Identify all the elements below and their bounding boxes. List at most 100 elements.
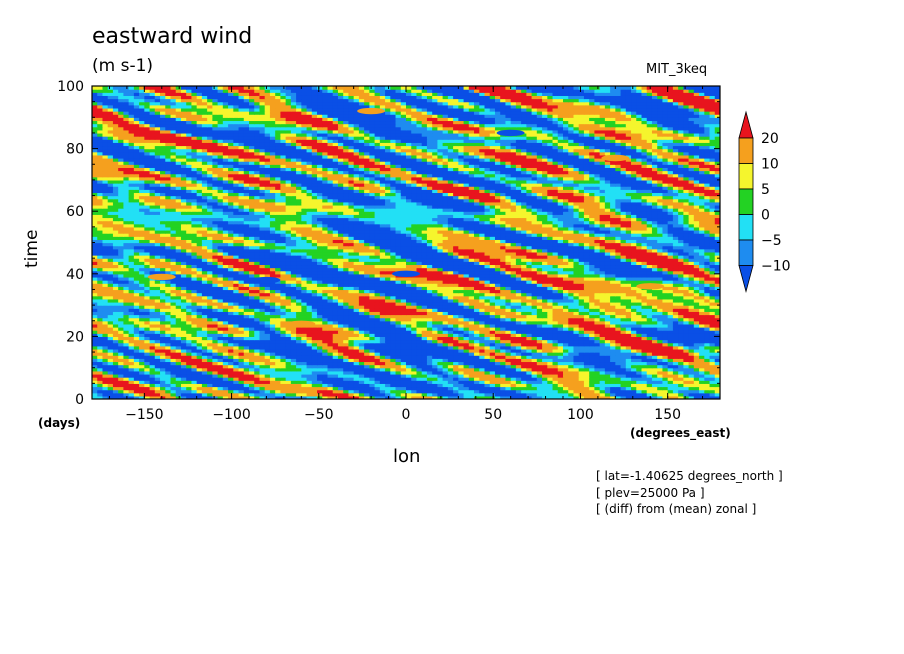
field-cell (709, 367, 716, 372)
field-cell (369, 361, 376, 366)
field-cell (228, 392, 234, 397)
info-latitude: [ lat=-1.40625 degrees_north ] (596, 469, 783, 483)
field-cell (348, 377, 355, 381)
field-cell (180, 386, 187, 391)
field-cell (395, 377, 402, 381)
field-cell (196, 395, 203, 399)
field-cell (521, 361, 527, 366)
field-cell (489, 361, 496, 366)
field-cell (604, 380, 611, 384)
field-cell (526, 383, 533, 388)
field-cell (494, 370, 501, 375)
field-cell (521, 395, 527, 399)
field-cell (625, 395, 632, 399)
field-cell (343, 392, 350, 397)
field-cell (348, 367, 355, 372)
field-cell (379, 361, 386, 366)
field-cell (306, 386, 313, 391)
field-cell (510, 361, 517, 366)
field-cell (583, 386, 590, 391)
field-cell (201, 386, 208, 391)
field-cell (144, 380, 151, 384)
field-cell (458, 389, 465, 394)
field-cell (123, 392, 130, 397)
field-cell (515, 364, 522, 369)
field-cell (269, 370, 276, 375)
field-cell (578, 383, 585, 388)
field-cell (563, 389, 569, 394)
field-cell (489, 392, 496, 397)
field-cell (280, 395, 287, 399)
field-cell (249, 364, 255, 369)
field-cell (364, 361, 370, 366)
field-cell (364, 364, 370, 369)
field-cell (369, 380, 376, 384)
field-cell (714, 392, 720, 397)
field-cell (290, 364, 297, 369)
field-cell (500, 370, 507, 375)
field-cell (385, 373, 391, 378)
field-cell (426, 367, 433, 372)
field-cell (416, 386, 423, 391)
field-cell (442, 361, 449, 366)
field-cell (243, 370, 250, 375)
field-cell (615, 380, 622, 384)
field-cell (578, 380, 585, 384)
field-cell (447, 383, 454, 388)
field-cell (254, 361, 261, 366)
model-label: MIT_3keq (646, 62, 708, 77)
field-cell (207, 380, 213, 384)
field-cell (426, 386, 433, 391)
field-cell (578, 392, 585, 397)
field-cell (547, 389, 554, 394)
field-cell (542, 377, 548, 381)
field-cell (395, 380, 402, 384)
field-cell (160, 395, 166, 399)
field-cell (521, 377, 527, 381)
field-cell (317, 373, 323, 378)
field-cell (563, 383, 569, 388)
field-cell (552, 383, 559, 388)
field-cell (406, 392, 412, 397)
field-cell (426, 370, 433, 375)
field-cell (704, 364, 711, 369)
field-cell (196, 386, 203, 391)
field-cell (578, 370, 585, 375)
field-cell (369, 395, 376, 399)
field-cell (474, 370, 480, 375)
field-cell (594, 377, 601, 381)
field-cell (139, 395, 145, 399)
field-cell (264, 373, 271, 378)
field-cell (447, 395, 454, 399)
field-cell (641, 377, 648, 381)
field-cell (536, 392, 543, 397)
field-cell (620, 380, 627, 384)
field-cell (442, 392, 449, 397)
field-cell (636, 370, 643, 375)
field-cell (165, 389, 172, 394)
field-cell (385, 386, 391, 391)
field-cell (542, 389, 548, 394)
field-cell (641, 370, 648, 375)
field-cell (599, 364, 606, 369)
field-cell (133, 389, 140, 394)
field-cell (678, 377, 684, 381)
field-cell (337, 395, 344, 399)
field-cell (489, 367, 496, 372)
field-cell (369, 370, 376, 375)
field-cell (123, 361, 130, 366)
field-cell (657, 367, 664, 372)
field-cell (217, 383, 224, 388)
field-cell (175, 395, 182, 399)
field-cell (107, 380, 114, 384)
field-cell (332, 370, 339, 375)
field-cell (672, 380, 679, 384)
field-cell (437, 373, 444, 378)
field-cell (500, 377, 507, 381)
field-cell (453, 389, 459, 394)
field-cell (395, 367, 402, 372)
field-cell (573, 370, 580, 375)
field-cell (500, 380, 507, 384)
field-cell (484, 380, 491, 384)
field-cell (474, 395, 480, 399)
